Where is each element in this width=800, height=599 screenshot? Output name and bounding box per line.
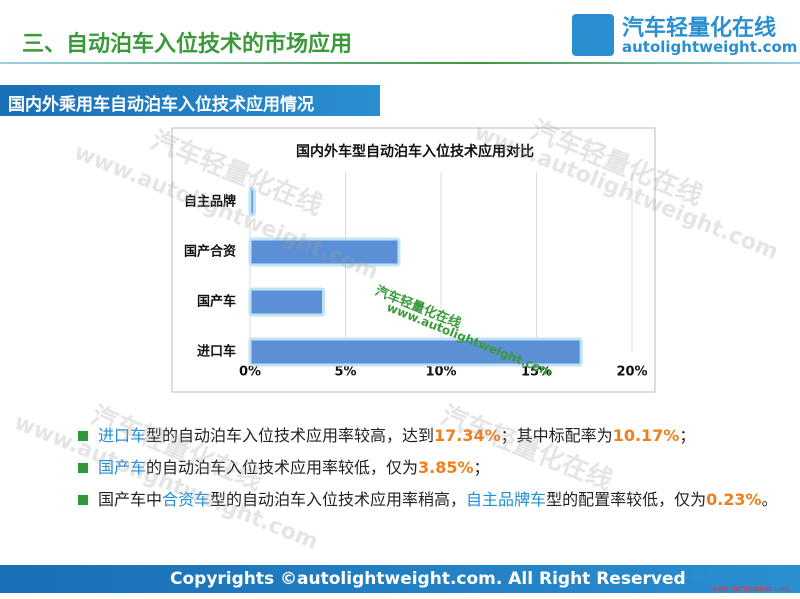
bullet-text: 国产车中合资车型的自动泊车入位技术应用率稍高，自主品牌车型的配置率较低，仅为0.… <box>98 484 788 516</box>
y-tick-label: 国产合资 <box>184 244 236 260</box>
text-segment: 3.85% <box>418 458 474 477</box>
bullet-marker <box>78 495 88 505</box>
text-segment: 0.23% <box>706 490 762 509</box>
text-segment: 型的自动泊车入位技术应用率稍高， <box>210 490 467 509</box>
badge-name: 中国汽车材料网 <box>690 569 788 585</box>
footer-bar <box>0 565 800 593</box>
text-segment: 的自动泊车入位技术应用率较低，仅为 <box>146 458 419 477</box>
bar <box>248 187 256 217</box>
chart-title: 国内外车型自动泊车入位技术应用对比 <box>296 143 534 160</box>
x-tick-label: 15% <box>521 365 552 380</box>
x-tick-label: 10% <box>425 365 456 380</box>
text-segment: 合资车 <box>162 490 211 509</box>
bullet-marker <box>78 431 88 441</box>
bar <box>248 237 401 267</box>
bullet-text: 进口车型的自动泊车入位技术应用率较高，达到17.34%；其中标配率为10.17%… <box>98 420 788 452</box>
logo-url: autolightweight.com <box>622 38 798 56</box>
bullet-text: 国产车的自动泊车入位技术应用率较低，仅为3.85%； <box>98 452 788 484</box>
y-tick-label: 国产车 <box>197 294 236 310</box>
y-tick-label: 进口车 <box>197 344 236 360</box>
section-title: 国内外乘用车自动泊车入位技术应用情况 <box>8 95 314 115</box>
text-segment: 。 <box>761 490 778 509</box>
text-segment: 进口车 <box>98 426 147 445</box>
bullet: 国产车的自动泊车入位技术应用率较低，仅为3.85%； <box>78 452 788 484</box>
logo-icon <box>572 14 614 56</box>
text-segment: 10.17% <box>612 426 680 445</box>
bullet: 国产车中合资车型的自动泊车入位技术应用率稍高，自主品牌车型的配置率较低，仅为0.… <box>78 484 788 516</box>
x-tick-label: 20% <box>616 365 647 380</box>
footer-text: Copyrights ©autolightweight.com. All Rig… <box>170 569 686 589</box>
x-tick-label: 0% <box>239 365 261 380</box>
text-segment: 国产车 <box>98 458 147 477</box>
text-segment: 型的配置率较低，仅为 <box>546 490 707 509</box>
logo-name: 汽车轻量化在线 <box>622 16 777 41</box>
text-segment: 国产车中 <box>98 490 163 509</box>
text-segment: 型的自动泊车入位技术应用率较高，达到 <box>146 426 435 445</box>
bullet-marker <box>78 463 88 473</box>
badge-url: www.qichecailiao.com <box>712 585 790 593</box>
text-segment: ； <box>679 426 696 445</box>
bar <box>248 287 326 317</box>
bullet: 进口车型的自动泊车入位技术应用率较高，达到17.34%；其中标配率为10.17%… <box>78 420 788 452</box>
text-segment: 17.34% <box>434 426 501 445</box>
bar <box>248 337 583 367</box>
text-segment: ； <box>473 458 490 477</box>
x-tick-label: 5% <box>334 365 356 380</box>
title-rule <box>0 62 800 64</box>
text-segment: ；其中标配率为 <box>500 426 613 445</box>
section-banner <box>0 85 380 116</box>
y-tick-label: 自主品牌 <box>184 194 236 210</box>
slide-title: 三、自动泊车入位技术的市场应用 <box>22 32 353 57</box>
text-segment: 自主品牌车 <box>466 490 547 509</box>
